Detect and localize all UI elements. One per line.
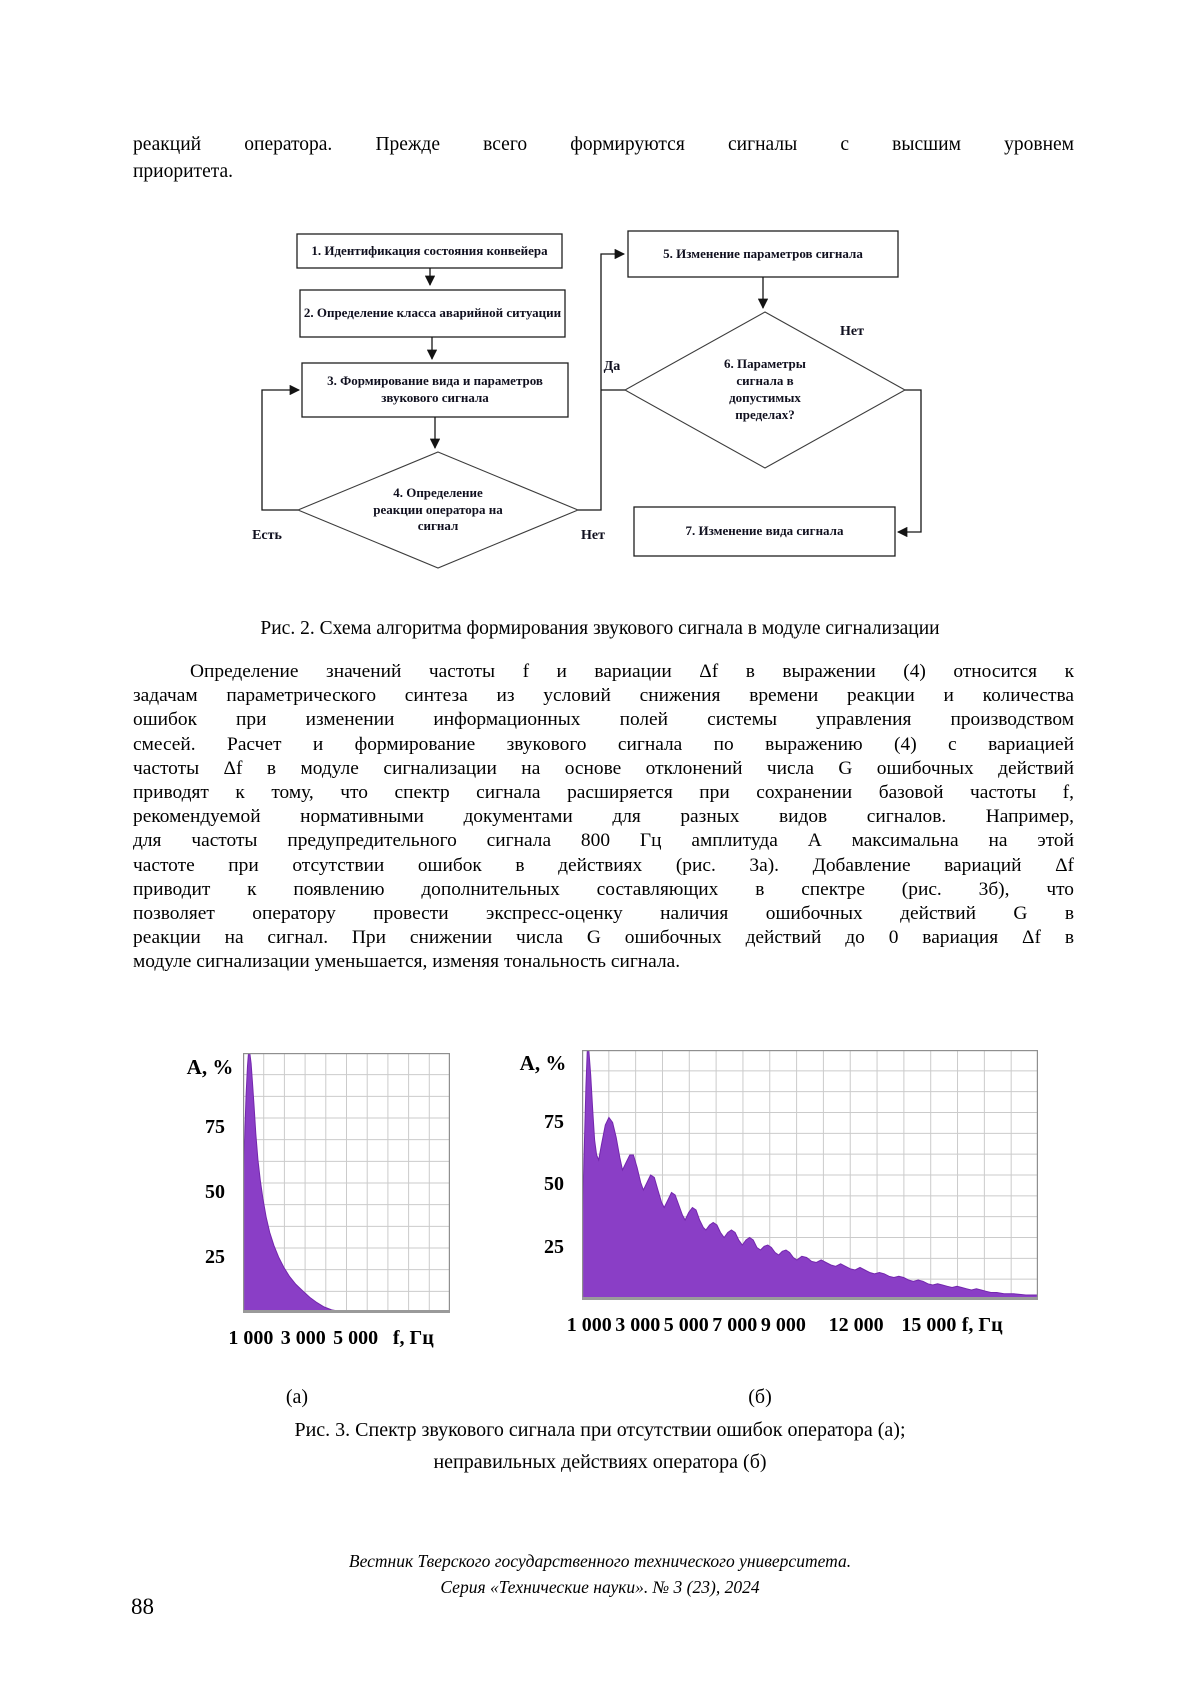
footer-journal-title: Вестник Тверского государственного техни…	[348, 1551, 852, 1571]
chart-a-ytick: 25	[205, 1246, 225, 1268]
flow-diamond-6	[623, 311, 907, 469]
text-line: позволяет оператору провести экспресс-оц…	[133, 903, 1074, 925]
text-line: рекомендуемой нормативными документами д…	[133, 806, 1074, 828]
flow-label-no-params: Нет	[840, 324, 864, 339]
chart-b-sublabel: (б)	[748, 1386, 772, 1408]
chart-b-ytick: 50	[544, 1173, 564, 1195]
chart-b-xtick: 7 000	[712, 1314, 758, 1336]
text-line: задачам параметрического синтеза из усло…	[133, 685, 1074, 707]
flow-label-reaction-no: Нет	[581, 528, 605, 543]
text-line: для частоты предупредительного сигнала 8…	[133, 830, 1074, 852]
body-paragraph: Определение значений частоты f и вариаци…	[133, 660, 1074, 975]
figure3-caption-line2: неправильных действиях оператора (б)	[433, 1451, 767, 1473]
flow-node-5-label: 5. Изменение параметров сигнала	[663, 245, 863, 261]
text-line: приоритета.	[133, 161, 234, 182]
text-line: частоте при отсутствии ошибок в действия…	[133, 854, 1074, 876]
text-line: смесей. Расчет и формирование звукового …	[133, 733, 1074, 755]
footer-journal-issue: Серия «Технические науки». № 3 (23), 202…	[440, 1577, 760, 1597]
flow-node-4-label: 4. Определение реакции оператора на сигн…	[373, 484, 503, 534]
text-line: ошибок при изменении информационных поле…	[133, 709, 1074, 731]
chart-a-xtick: 1 000	[228, 1327, 274, 1349]
chart-a-spectrum-area	[243, 1053, 450, 1313]
text-line: реакций оператора. Прежде всего формирую…	[133, 134, 1074, 155]
text-line: приводит к появлению дополнительных сост…	[133, 878, 1074, 900]
flow-node-2-label: 2. Определение класса аварийной ситуации	[303, 305, 562, 321]
flow-node-1-label: 1. Идентификация состояния конвейера	[311, 242, 548, 258]
text-line: Определение значений частоты f и вариаци…	[190, 661, 1074, 682]
chart-b-spectrum-area	[582, 1050, 1038, 1300]
flow-path-no-to-5	[578, 248, 626, 511]
chart-b-ytick: 75	[544, 1110, 564, 1133]
chart-a-ytick: 50	[205, 1181, 225, 1203]
chart-b-xtick: 1 000	[566, 1314, 612, 1336]
figure2-caption: Рис. 2. Схема алгоритма формирования зву…	[260, 618, 940, 639]
chart-a-plot	[243, 1053, 450, 1313]
chart-a-ylabel: A, %	[186, 1055, 234, 1079]
chart-a-ytick: 75	[205, 1116, 225, 1138]
flowchart-figure	[261, 230, 922, 569]
text-line: реакции на сигнал. При снижении числа G …	[133, 927, 1074, 949]
flow-box-7	[633, 506, 896, 557]
chart-b-xaxis-unit: f, Гц	[961, 1314, 1003, 1336]
flow-label-yes: Да	[603, 359, 621, 374]
flow-path-no-to-7	[896, 389, 922, 538]
chart-b-xtick: 3 000	[615, 1314, 661, 1336]
chart-b-ytick: 25	[544, 1235, 564, 1258]
figure3-caption-line1: Рис. 3. Спектр звукового сигнала при отс…	[294, 1419, 906, 1441]
flow-node-6-label: 6. Параметры сигнала в допустимых предел…	[724, 356, 806, 422]
flow-node-7-label: 7. Изменение вида сигнала	[685, 523, 844, 539]
text-line: частоты Δf в модуле сигнализации на осно…	[133, 757, 1074, 779]
flow-diamond-4	[296, 451, 580, 569]
flow-loop-exists	[261, 384, 301, 511]
chart-b-xtick: 5 000	[663, 1314, 709, 1336]
page-number: 88	[131, 1594, 154, 1619]
chart-a-xtick: 5 000	[333, 1327, 379, 1349]
top-paragraph: реакций оператора. Прежде всего формирую…	[133, 131, 1074, 185]
chart-a-sublabel: (а)	[285, 1386, 309, 1408]
chart-b-ylabel: A, %	[519, 1051, 567, 1075]
text-line: модуле сигнализации уменьшается, изменяя…	[133, 951, 681, 973]
chart-a-xaxis-unit: f, Гц	[392, 1327, 434, 1349]
chart-a-xtick: 3 000	[280, 1327, 326, 1349]
chart-b-plot	[582, 1050, 1038, 1300]
text-line: приводят к тому, что спектр сигнала расш…	[133, 782, 1074, 804]
flow-node-3-label: 3. Формирование вида и параметров звуков…	[327, 373, 543, 405]
flow-label-reaction-yes: Есть	[252, 528, 282, 543]
chart-b-xtick: 9 000	[760, 1314, 806, 1336]
chart-b-xtick: 12 000	[828, 1314, 884, 1336]
chart-b-xtick: 15 000	[901, 1314, 957, 1336]
